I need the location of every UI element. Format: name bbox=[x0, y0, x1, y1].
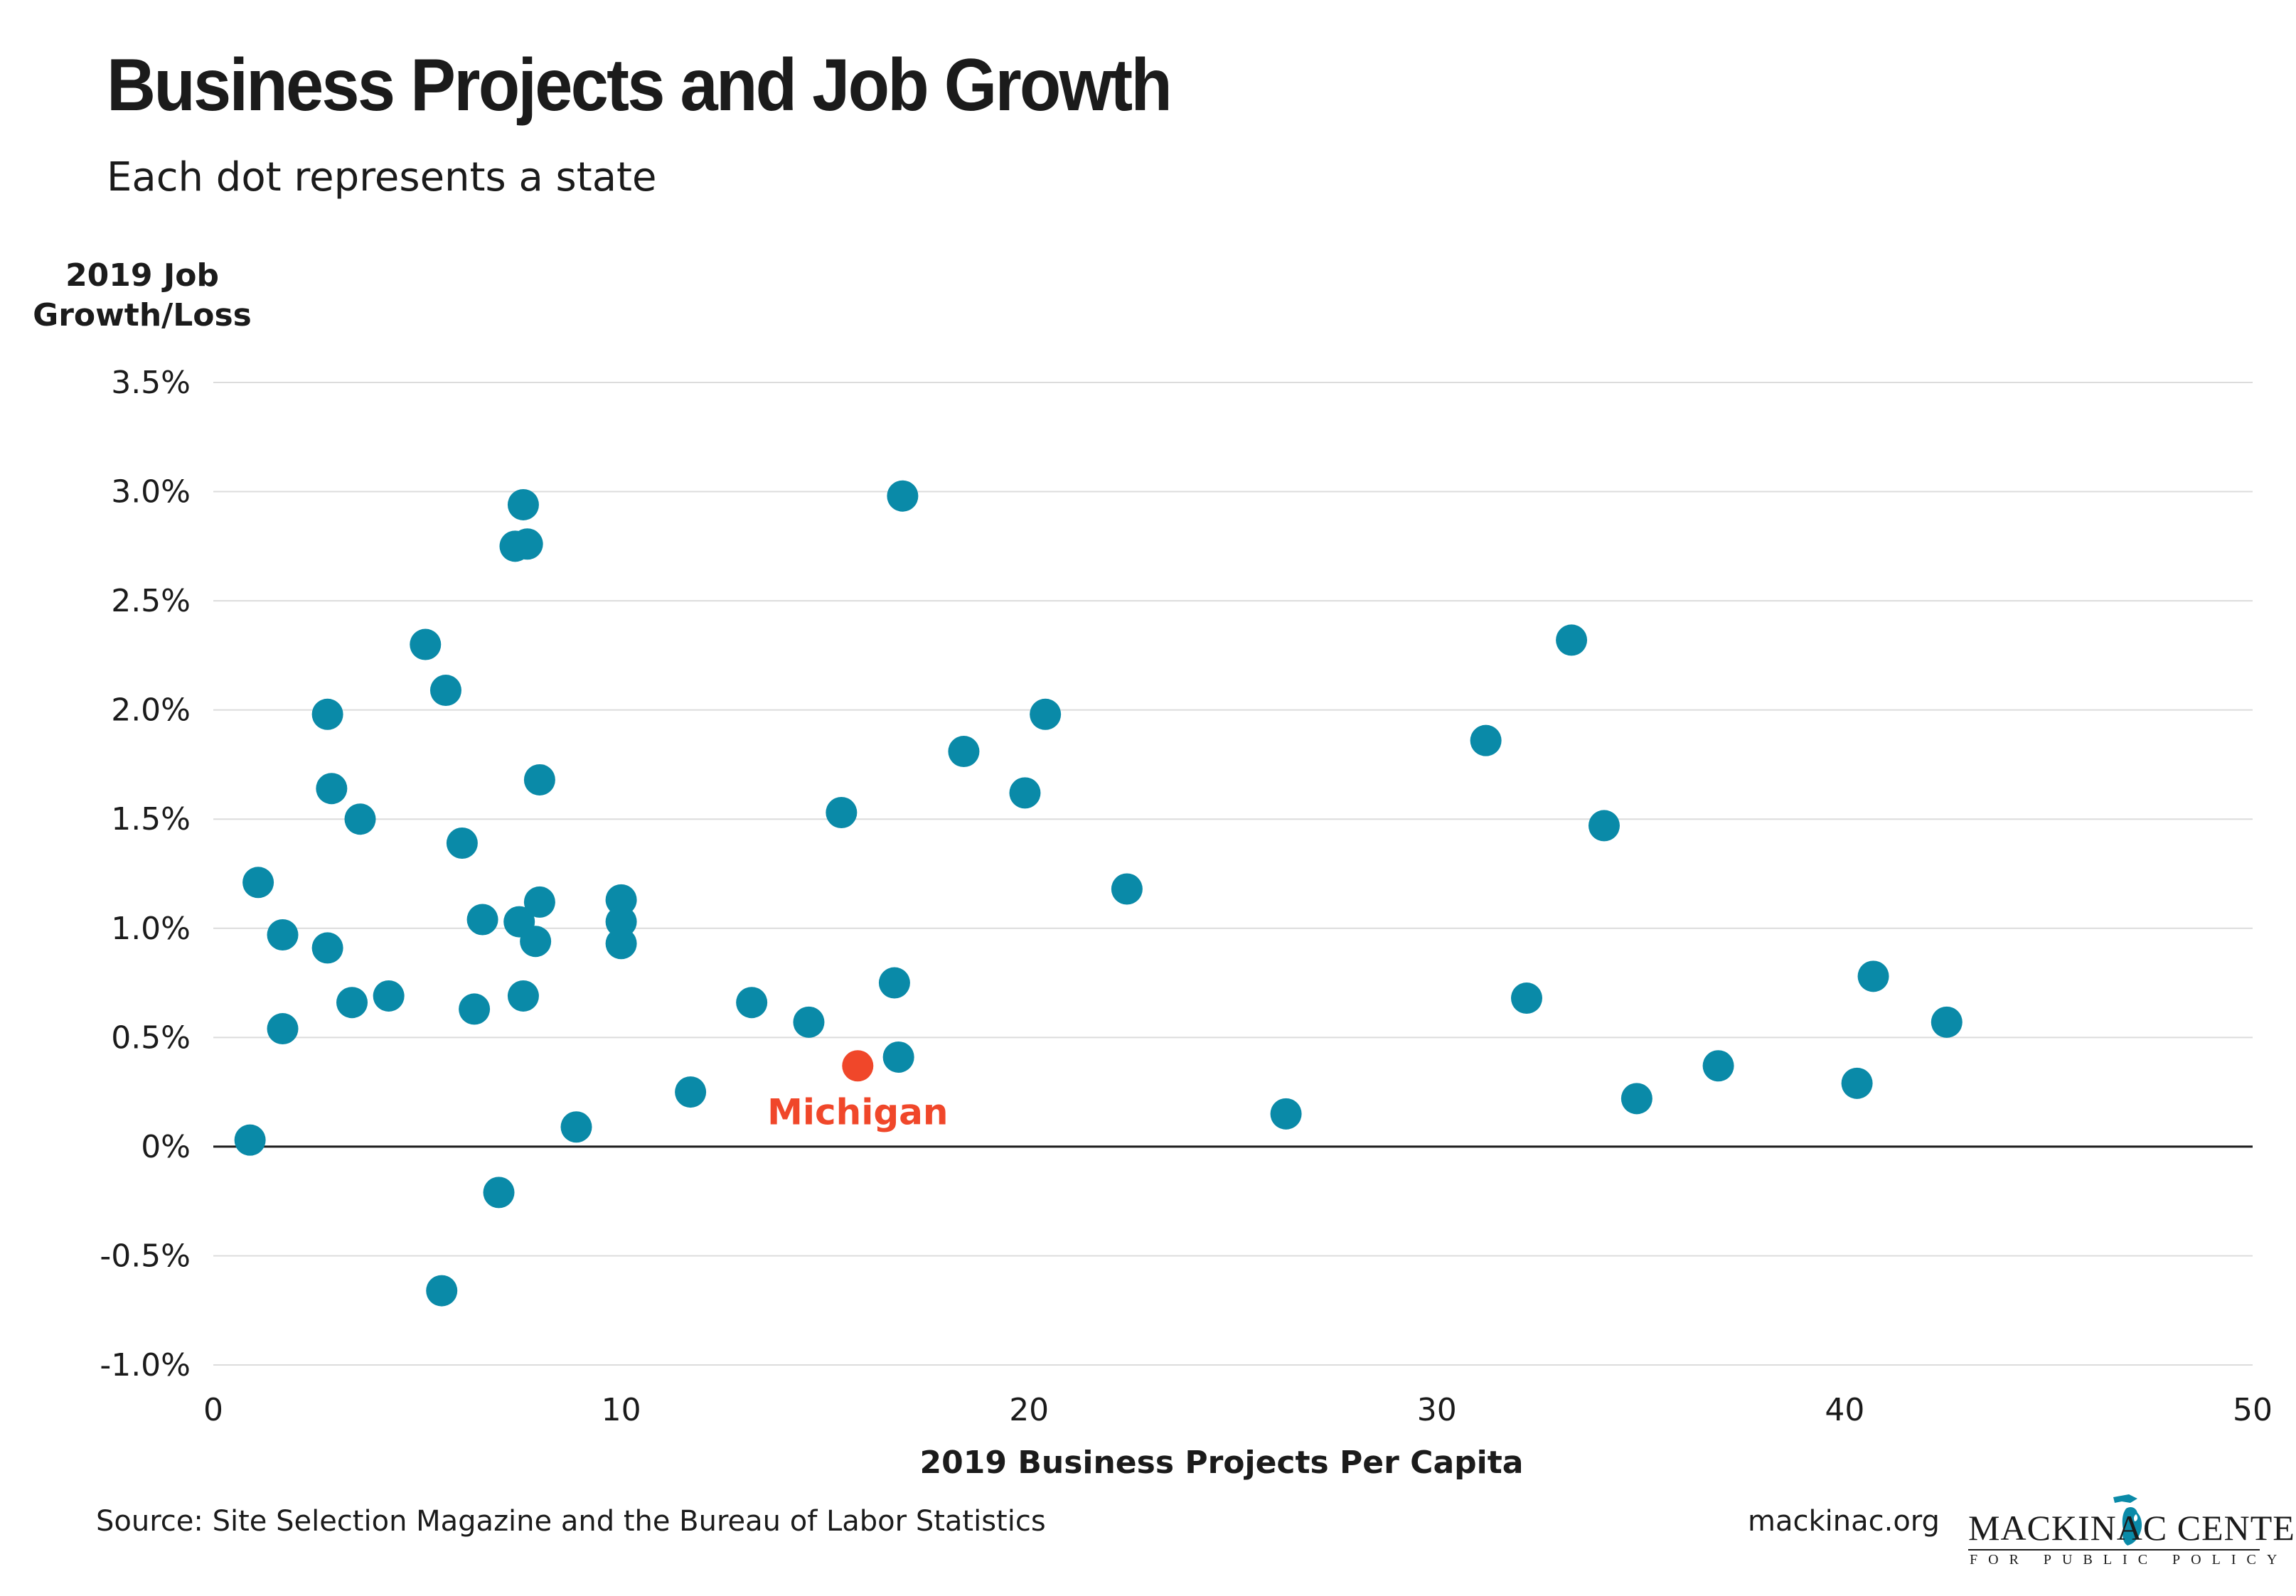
data-point-44 bbox=[1588, 810, 1620, 842]
y-tick-labels: 3.5% 3.0% 2.5% 2.0% 1.5% 1.0% 0.5% 0% -0.5% -1.0% bbox=[100, 365, 191, 1383]
data-point-36 bbox=[948, 736, 980, 768]
data-point-32 bbox=[826, 797, 858, 829]
data-point-39 bbox=[1111, 873, 1143, 905]
data-point-46 bbox=[1702, 1050, 1734, 1082]
logo-divider bbox=[1968, 1549, 2260, 1551]
data-point-40 bbox=[1270, 1098, 1302, 1130]
data-point-3 bbox=[267, 1013, 299, 1045]
data-point-47 bbox=[1841, 1067, 1873, 1099]
y-tick-label-4: 1.5% bbox=[111, 801, 191, 837]
data-point-11 bbox=[429, 675, 461, 707]
data-point-41 bbox=[1470, 724, 1502, 756]
grid-lines bbox=[213, 382, 2253, 1366]
source-note: Source: Site Selection Magazine and the … bbox=[96, 1505, 1046, 1538]
x-axis-label: 2019 Business Projects Per Capita bbox=[920, 1445, 1524, 1481]
x-tick-label-4: 40 bbox=[1825, 1392, 1864, 1428]
data-point-35 bbox=[887, 480, 919, 512]
data-point-31 bbox=[793, 1006, 825, 1038]
data-point-1 bbox=[242, 867, 274, 899]
y-tick-label-8: -0.5% bbox=[100, 1238, 191, 1274]
michigan-map-icon bbox=[2113, 1494, 2142, 1546]
data-point-0 bbox=[234, 1124, 266, 1156]
data-point-12 bbox=[426, 1275, 458, 1307]
data-point-34 bbox=[882, 1041, 914, 1073]
y-axis-label-line-1: 2019 Job bbox=[65, 257, 219, 294]
data-point-43 bbox=[1556, 624, 1588, 656]
data-point-26 bbox=[605, 884, 637, 916]
y-tick-label-7: 0% bbox=[141, 1129, 191, 1165]
x-tick-label-5: 50 bbox=[2233, 1392, 2273, 1428]
x-tick-labels: 0 10 20 30 40 50 bbox=[203, 1392, 2273, 1428]
logo-tagline: FOR PUBLIC POLICY bbox=[1970, 1552, 2288, 1568]
highlight-label-michigan: Michigan bbox=[767, 1091, 948, 1132]
mackinac-center-logo: MACKINAC CENTER FOR PUBLIC POLICY bbox=[1968, 1493, 2296, 1571]
x-tick-label-2: 20 bbox=[1009, 1392, 1049, 1428]
data-point-23 bbox=[523, 764, 555, 796]
data-point-42 bbox=[1510, 982, 1542, 1014]
y-tick-label-6: 0.5% bbox=[111, 1019, 191, 1056]
data-point-45 bbox=[1620, 1083, 1652, 1115]
data-point-30 bbox=[736, 987, 768, 1019]
x-tick-label-1: 10 bbox=[602, 1392, 641, 1428]
x-tick-label-3: 30 bbox=[1417, 1392, 1457, 1428]
data-point-48 bbox=[1857, 960, 1889, 992]
y-axis-label-line-2: Growth/Loss bbox=[33, 297, 252, 333]
data-point-5 bbox=[316, 773, 348, 805]
data-point-14 bbox=[466, 904, 498, 936]
data-point-38 bbox=[1030, 698, 1062, 730]
data-point-33 bbox=[878, 967, 910, 999]
data-point-6 bbox=[311, 932, 343, 964]
data-point-9 bbox=[373, 980, 405, 1012]
logo-name: MACKINAC CENTER bbox=[1968, 1508, 2296, 1548]
data-points: Michigan bbox=[234, 480, 1963, 1307]
chart-title: Business Projects and Job Growth bbox=[107, 44, 1173, 127]
data-point-29 bbox=[675, 1076, 707, 1108]
y-tick-label-3: 2.0% bbox=[111, 692, 191, 729]
data-point-21 bbox=[507, 980, 539, 1012]
y-tick-label-0: 3.5% bbox=[111, 365, 191, 401]
data-point-27 bbox=[605, 906, 637, 938]
data-point-22 bbox=[523, 886, 555, 918]
data-point-49 bbox=[1931, 1006, 1963, 1038]
y-tick-label-1: 3.0% bbox=[111, 474, 191, 510]
data-point-16 bbox=[483, 1177, 515, 1209]
data-point-7 bbox=[336, 987, 368, 1019]
data-point-24 bbox=[520, 926, 552, 958]
x-tick-label-0: 0 bbox=[203, 1392, 223, 1428]
data-point-10 bbox=[410, 628, 442, 660]
data-point-8 bbox=[344, 803, 376, 835]
data-point-18 bbox=[507, 488, 539, 520]
y-tick-label-2: 2.5% bbox=[111, 583, 191, 619]
y-tick-label-9: -1.0% bbox=[100, 1347, 191, 1383]
data-point-37 bbox=[1009, 777, 1041, 809]
data-point-28 bbox=[605, 928, 637, 960]
y-tick-label-5: 1.0% bbox=[111, 911, 191, 947]
data-point-25 bbox=[560, 1111, 592, 1143]
data-point-15 bbox=[459, 993, 491, 1025]
data-point-4 bbox=[311, 698, 343, 730]
chart-subtitle: Each dot represents a state bbox=[107, 154, 657, 200]
data-point-2 bbox=[267, 918, 299, 950]
data-point-19 bbox=[511, 528, 543, 560]
data-point-13 bbox=[446, 828, 478, 859]
highlight-point-michigan bbox=[842, 1050, 874, 1082]
site-link[interactable]: mackinac.org bbox=[1748, 1505, 1940, 1538]
